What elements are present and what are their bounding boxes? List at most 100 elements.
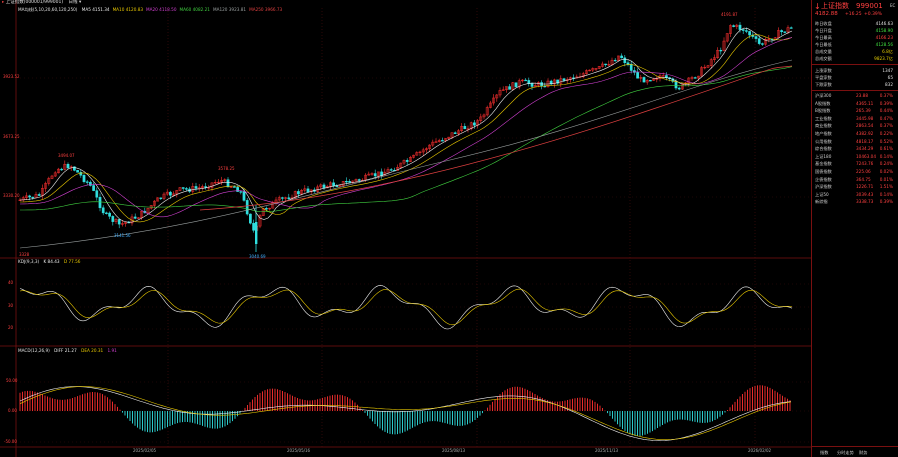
index-change-pct: 0.52% xyxy=(879,138,893,144)
candle-body xyxy=(396,167,399,171)
index-name: 公用指数 xyxy=(815,138,832,144)
index-name: 沪深指数 xyxy=(815,184,832,190)
kdj-label[interactable]: KDJ(9,3,3) xyxy=(18,259,40,264)
macd-dea-line xyxy=(19,386,792,440)
candle-body xyxy=(316,186,319,192)
candle-body xyxy=(719,49,723,52)
candle-body xyxy=(169,191,172,196)
index-row[interactable]: 公用指数 4818.17 0.52% xyxy=(815,138,895,145)
candle-body xyxy=(732,25,735,27)
ma-legend-item: MA10 4120.83 xyxy=(112,7,144,12)
candle-body xyxy=(306,188,310,193)
candle-body xyxy=(757,38,761,44)
ma5-line xyxy=(19,27,793,223)
tab-intraday[interactable]: 分时走势 xyxy=(837,450,854,455)
index-name: 企债指数 xyxy=(815,176,832,182)
candle-body xyxy=(89,181,92,186)
candle-body xyxy=(185,188,188,190)
price-annotation: 3578.25 xyxy=(218,166,235,171)
candle-body xyxy=(604,63,607,66)
candle-body xyxy=(709,59,713,66)
index-change-pct: 0.44% xyxy=(879,108,893,114)
candle-body xyxy=(277,197,281,201)
breadth-row: 上涨家数 1347 xyxy=(815,68,893,73)
candle-body xyxy=(373,173,377,177)
price-annotation: 3494.07 xyxy=(58,153,75,158)
index-value: 4818.17 xyxy=(856,138,874,144)
candle-body xyxy=(92,185,95,191)
candle-body xyxy=(479,116,483,121)
index-name: A股指数 xyxy=(815,100,831,106)
ma-legend-label[interactable]: MA均线(5,10,20,60,120,250) xyxy=(18,7,78,12)
index-row[interactable]: B股指数 265.39 0.44% xyxy=(815,107,895,114)
candle-body xyxy=(521,79,524,82)
index-value: 1226.71 xyxy=(856,184,874,190)
candle-body xyxy=(178,187,182,191)
index-row[interactable]: 地产指数 4382.92 0.22% xyxy=(815,130,895,137)
ma20-line xyxy=(19,37,793,218)
ma-legend-item: MA60 4082.21 xyxy=(179,7,210,12)
quote-price: 4182.88 xyxy=(815,11,838,17)
index-name: 上证50 xyxy=(815,191,829,197)
macd-dif-line xyxy=(19,386,792,441)
stat-row: 昨日收盘 4146.63 xyxy=(815,21,893,26)
candle-body xyxy=(159,197,163,199)
candle-body xyxy=(649,80,652,82)
index-name: B股指数 xyxy=(815,108,831,114)
stat-row: 今日最低 4128.56 xyxy=(815,42,893,47)
index-row[interactable]: 工业指数 3445.98 0.47% xyxy=(815,115,895,122)
candle-body xyxy=(610,59,614,65)
candle-body xyxy=(105,212,108,214)
ma120-line xyxy=(19,59,793,249)
candle-body xyxy=(505,86,508,91)
index-value: 2863.54 xyxy=(856,123,874,129)
candle-body xyxy=(738,24,742,30)
candle-body xyxy=(585,70,588,74)
date-label: 2025/05/16 xyxy=(287,448,311,453)
index-row[interactable]: 国债指数 225.06 0.02% xyxy=(815,168,895,175)
candle-body xyxy=(345,181,348,183)
macd-label[interactable]: MACD(12,26,9) xyxy=(18,348,50,353)
chart-area[interactable] xyxy=(0,0,811,457)
index-row[interactable]: 基金指数 7243.76 0.24% xyxy=(815,160,895,167)
collapse-icon[interactable]: ▸ xyxy=(2,0,5,5)
candle-body xyxy=(761,43,764,45)
candle-body xyxy=(581,73,585,77)
candle-body xyxy=(617,55,620,61)
candle-body xyxy=(389,169,393,171)
index-row[interactable]: 沪深300 23.88 0.37% xyxy=(815,92,895,99)
index-row[interactable]: 新综指 3338.73 0.39% xyxy=(815,198,895,205)
ma-legend-item: MA5 4151.34 xyxy=(81,7,110,12)
candle-body xyxy=(220,180,223,183)
index-row[interactable]: 上证180 10463.04 0.14% xyxy=(815,153,895,160)
candle-body xyxy=(741,29,745,31)
candle-body xyxy=(469,122,473,130)
index-row[interactable]: 上证50 3039.43 0.14% xyxy=(815,191,895,198)
chevron-down-icon[interactable]: ▾ xyxy=(78,0,82,5)
breadth-row: 平盘家数 65 xyxy=(815,75,893,80)
candle-body xyxy=(434,141,438,143)
index-change-pct: 1.51% xyxy=(879,184,893,190)
tab-index[interactable]: 指数 xyxy=(820,450,829,455)
candle-body xyxy=(319,184,323,188)
candle-body xyxy=(789,27,793,29)
index-change-pct: 0.37% xyxy=(879,123,893,129)
candle-body xyxy=(133,216,137,219)
candle-body xyxy=(613,59,617,62)
candle-body xyxy=(626,62,630,65)
index-row[interactable]: 商业指数 2863.54 0.37% xyxy=(815,122,895,129)
candle-body xyxy=(482,114,486,118)
quote-badge[interactable]: EC xyxy=(890,3,896,8)
index-row[interactable]: 企债指数 364.75 0.01% xyxy=(815,176,895,183)
candle-body xyxy=(293,191,297,199)
candle-body xyxy=(553,79,556,85)
macd-tick: -50.00 xyxy=(4,439,17,444)
candle-body xyxy=(674,81,678,89)
candle-body xyxy=(229,186,233,188)
index-row[interactable]: 沪深指数 1226.71 1.51% xyxy=(815,183,895,190)
candle-body xyxy=(217,181,220,184)
tab-finance[interactable]: 财务 xyxy=(859,450,868,455)
index-row[interactable]: A股指数 4365.11 0.39% xyxy=(815,100,895,107)
period-label[interactable]: 日线 xyxy=(68,0,78,5)
index-row[interactable]: 综合指数 3434.29 0.61% xyxy=(815,145,895,152)
